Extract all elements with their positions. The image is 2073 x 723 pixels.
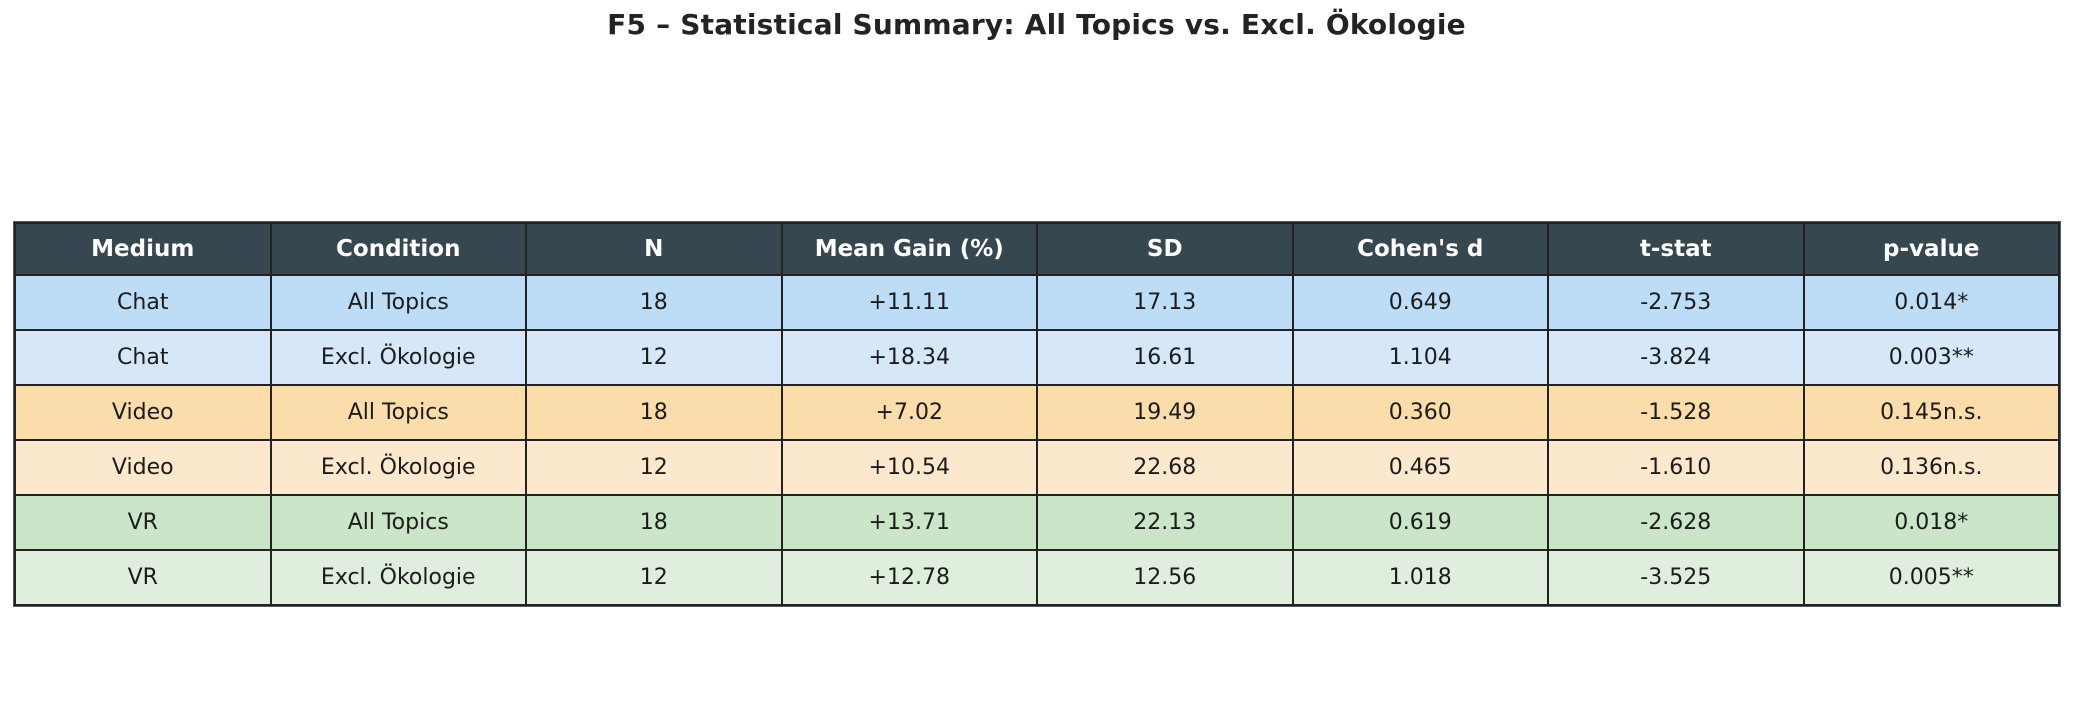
column-header-sd: SD [1036, 222, 1294, 276]
table-row-vr-excl-oekologie: VR Excl. Ökologie 12 +12.78 12.56 1.018 … [14, 549, 2060, 606]
cell-condition: Excl. Ökologie [269, 549, 527, 606]
cell-n: 12 [525, 439, 783, 496]
cell-n: 18 [525, 274, 783, 331]
cell-sd: 12.56 [1036, 549, 1294, 606]
cell-p-value: 0.145n.s. [1802, 384, 2060, 441]
cell-t-stat: -1.528 [1547, 384, 1805, 441]
cell-cohens-d: 0.360 [1291, 384, 1549, 441]
cell-sd: 22.68 [1036, 439, 1294, 496]
cell-mean-gain: +18.34 [780, 329, 1038, 386]
column-header-p-value: p-value [1802, 222, 2060, 276]
cell-sd: 22.13 [1036, 494, 1294, 551]
cell-mean-gain: +10.54 [780, 439, 1038, 496]
table-row-chat-all-topics: Chat All Topics 18 +11.11 17.13 0.649 -2… [14, 274, 2060, 331]
cell-t-stat: -1.610 [1547, 439, 1805, 496]
cell-mean-gain: +11.11 [780, 274, 1038, 331]
cell-mean-gain: +13.71 [780, 494, 1038, 551]
cell-cohens-d: 0.649 [1291, 274, 1549, 331]
cell-condition: All Topics [269, 494, 527, 551]
column-header-condition: Condition [269, 222, 527, 276]
cell-mean-gain: +12.78 [780, 549, 1038, 606]
cell-t-stat: -3.525 [1547, 549, 1805, 606]
cell-p-value: 0.005** [1802, 549, 2060, 606]
cell-sd: 16.61 [1036, 329, 1294, 386]
cell-t-stat: -2.628 [1547, 494, 1805, 551]
table-row-vr-all-topics: VR All Topics 18 +13.71 22.13 0.619 -2.6… [14, 494, 2060, 551]
cell-n: 18 [525, 384, 783, 441]
cell-medium: VR [14, 549, 272, 606]
cell-sd: 19.49 [1036, 384, 1294, 441]
column-header-medium: Medium [14, 222, 272, 276]
cell-t-stat: -3.824 [1547, 329, 1805, 386]
table-row-video-excl-oekologie: Video Excl. Ökologie 12 +10.54 22.68 0.4… [14, 439, 2060, 496]
statistical-summary-table: Medium Condition N Mean Gain (%) SD Cohe… [13, 221, 2061, 607]
cell-medium: VR [14, 494, 272, 551]
cell-cohens-d: 1.104 [1291, 329, 1549, 386]
cell-t-stat: -2.753 [1547, 274, 1805, 331]
cell-n: 18 [525, 494, 783, 551]
column-header-cohens-d: Cohen's d [1291, 222, 1549, 276]
cell-n: 12 [525, 549, 783, 606]
cell-p-value: 0.018* [1802, 494, 2060, 551]
column-header-n: N [525, 222, 783, 276]
cell-p-value: 0.136n.s. [1802, 439, 2060, 496]
cell-p-value: 0.003** [1802, 329, 2060, 386]
cell-medium: Video [14, 439, 272, 496]
cell-cohens-d: 1.018 [1291, 549, 1549, 606]
cell-n: 12 [525, 329, 783, 386]
cell-medium: Chat [14, 329, 272, 386]
figure-title: F5 – Statistical Summary: All Topics vs.… [607, 8, 1466, 41]
cell-sd: 17.13 [1036, 274, 1294, 331]
cell-cohens-d: 0.619 [1291, 494, 1549, 551]
cell-p-value: 0.014* [1802, 274, 2060, 331]
table-row-chat-excl-oekologie: Chat Excl. Ökologie 12 +18.34 16.61 1.10… [14, 329, 2060, 386]
column-header-t-stat: t-stat [1547, 222, 1805, 276]
table-row-video-all-topics: Video All Topics 18 +7.02 19.49 0.360 -1… [14, 384, 2060, 441]
cell-condition: Excl. Ökologie [269, 329, 527, 386]
table-header-row: Medium Condition N Mean Gain (%) SD Cohe… [14, 222, 2060, 276]
cell-condition: All Topics [269, 274, 527, 331]
cell-condition: Excl. Ökologie [269, 439, 527, 496]
column-header-mean-gain: Mean Gain (%) [780, 222, 1038, 276]
cell-mean-gain: +7.02 [780, 384, 1038, 441]
cell-condition: All Topics [269, 384, 527, 441]
cell-medium: Video [14, 384, 272, 441]
cell-medium: Chat [14, 274, 272, 331]
cell-cohens-d: 0.465 [1291, 439, 1549, 496]
